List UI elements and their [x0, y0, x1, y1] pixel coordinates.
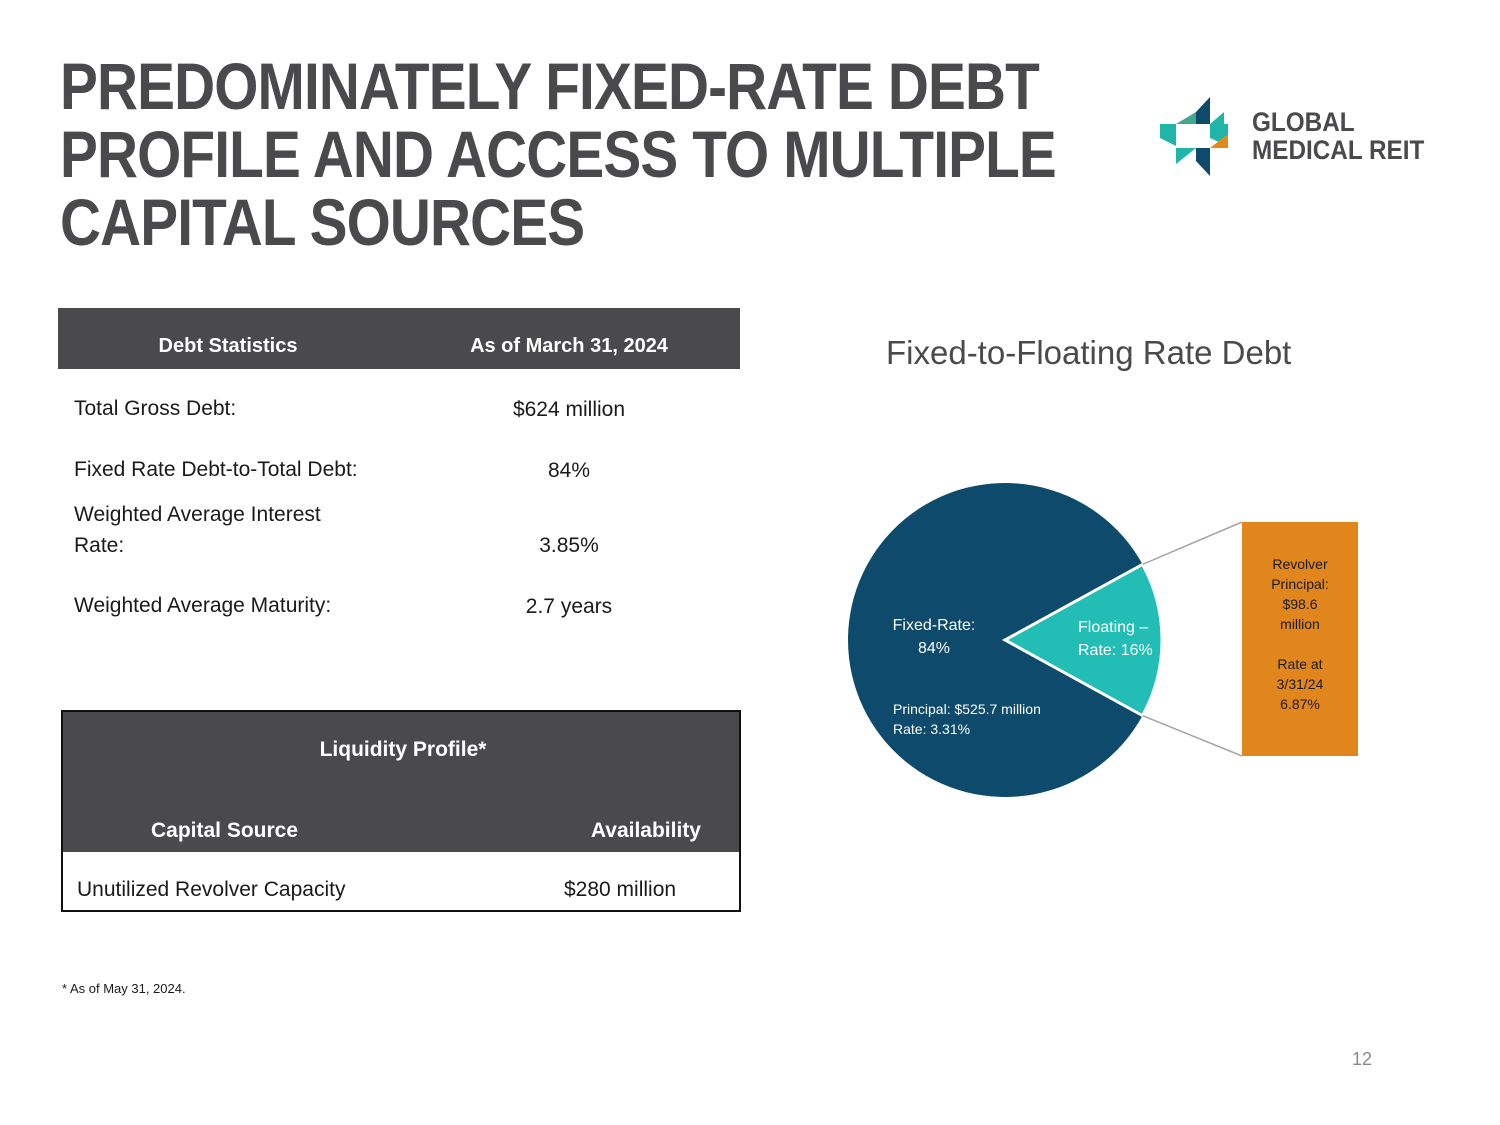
row-availability: $280 million	[564, 878, 677, 901]
row-value-interest-rate: 3.85%	[539, 534, 599, 557]
row-value-fixed-rate-ratio: 84%	[547, 459, 591, 482]
debt-statistics-table: Debt Statistics As of March 31, 2024 Tot…	[58, 308, 740, 618]
global-medical-reit-logo-icon	[1160, 97, 1228, 176]
revolver-breakout-box	[1242, 522, 1358, 756]
header-as-of-date: As of March 31, 2024	[470, 335, 668, 357]
breakout-label-line: Principal:	[1271, 576, 1329, 592]
fixed-rate-detail-label: Rate: 3.31%	[893, 721, 970, 737]
page-number: 12	[1352, 1049, 1373, 1069]
logo-line-1: GLOBAL	[1252, 107, 1355, 137]
row-label-interest-rate-line1: Weighted Average Interest	[74, 503, 321, 526]
pie-slice-fixed-rate	[848, 483, 1143, 797]
liquidity-title: Liquidity Profile*	[319, 738, 487, 761]
breakout-label-line: Rate at	[1277, 656, 1322, 672]
row-label-fixed-rate-ratio: Fixed Rate Debt-to-Total Debt:	[74, 458, 358, 481]
breakout-label-line: 6.87%	[1280, 696, 1320, 712]
logo-line-2: MEDICAL REIT	[1252, 135, 1425, 165]
fixed-rate-label: Fixed-Rate:	[893, 617, 976, 634]
floating-rate-value-label: Rate: 16%	[1078, 642, 1153, 659]
fixed-principal-label: Principal: $525.7 million	[893, 701, 1041, 717]
row-label-total-gross-debt: Total Gross Debt:	[74, 397, 237, 420]
row-value-maturity: 2.7 years	[525, 595, 613, 618]
fixed-rate-value-label: 84%	[918, 640, 950, 657]
breakout-label-line: 3/31/24	[1277, 676, 1324, 692]
liquidity-profile-table: Liquidity Profile* Capital Source Availa…	[61, 710, 741, 912]
debt-table-header: Debt Statistics As of March 31, 2024	[58, 308, 740, 369]
breakout-label-line: $98.6	[1282, 596, 1317, 612]
logo-wordmark: GLOBAL MEDICAL REIT	[1252, 108, 1424, 164]
header-debt-statistics: Debt Statistics	[158, 335, 298, 357]
header-capital-source: Capital Source	[151, 819, 299, 842]
chart-title: Fixed-to-Floating Rate Debt	[886, 334, 1292, 371]
page-title: PREDOMINATELY FIXED-RATE DEBT PROFILE AN…	[60, 49, 1057, 259]
pie-slice-floating-rate	[1001, 562, 1164, 718]
row-label-interest-rate-line2: Rate:	[74, 534, 125, 557]
connector-line-bottom	[1142, 714, 1243, 757]
liquidity-table-header: Liquidity Profile* Capital Source Availa…	[63, 712, 739, 852]
footnote: * As of May 31, 2024.	[62, 981, 186, 996]
title-line-1: PREDOMINATELY FIXED-RATE DEBT	[60, 49, 1040, 123]
fixed-floating-pie-chart: Revolver Principal: $98.6 million Rate at 3/3…	[848, 483, 1358, 797]
row-label-maturity: Weighted Average Maturity:	[74, 594, 332, 617]
title-line-3: CAPITAL SOURCES	[60, 185, 585, 259]
breakout-label-line: Revolver	[1272, 556, 1328, 572]
title-line-2: PROFILE AND ACCESS TO MULTIPLE	[60, 117, 1057, 191]
header-availability: Availability	[590, 819, 701, 842]
row-capital-source: Unutilized Revolver Capacity	[77, 878, 346, 901]
floating-rate-label: Floating –	[1078, 619, 1148, 636]
connector-line-top	[1142, 521, 1243, 566]
row-value-total-gross-debt: $624 million	[512, 398, 626, 421]
breakout-label-line: million	[1280, 616, 1320, 632]
